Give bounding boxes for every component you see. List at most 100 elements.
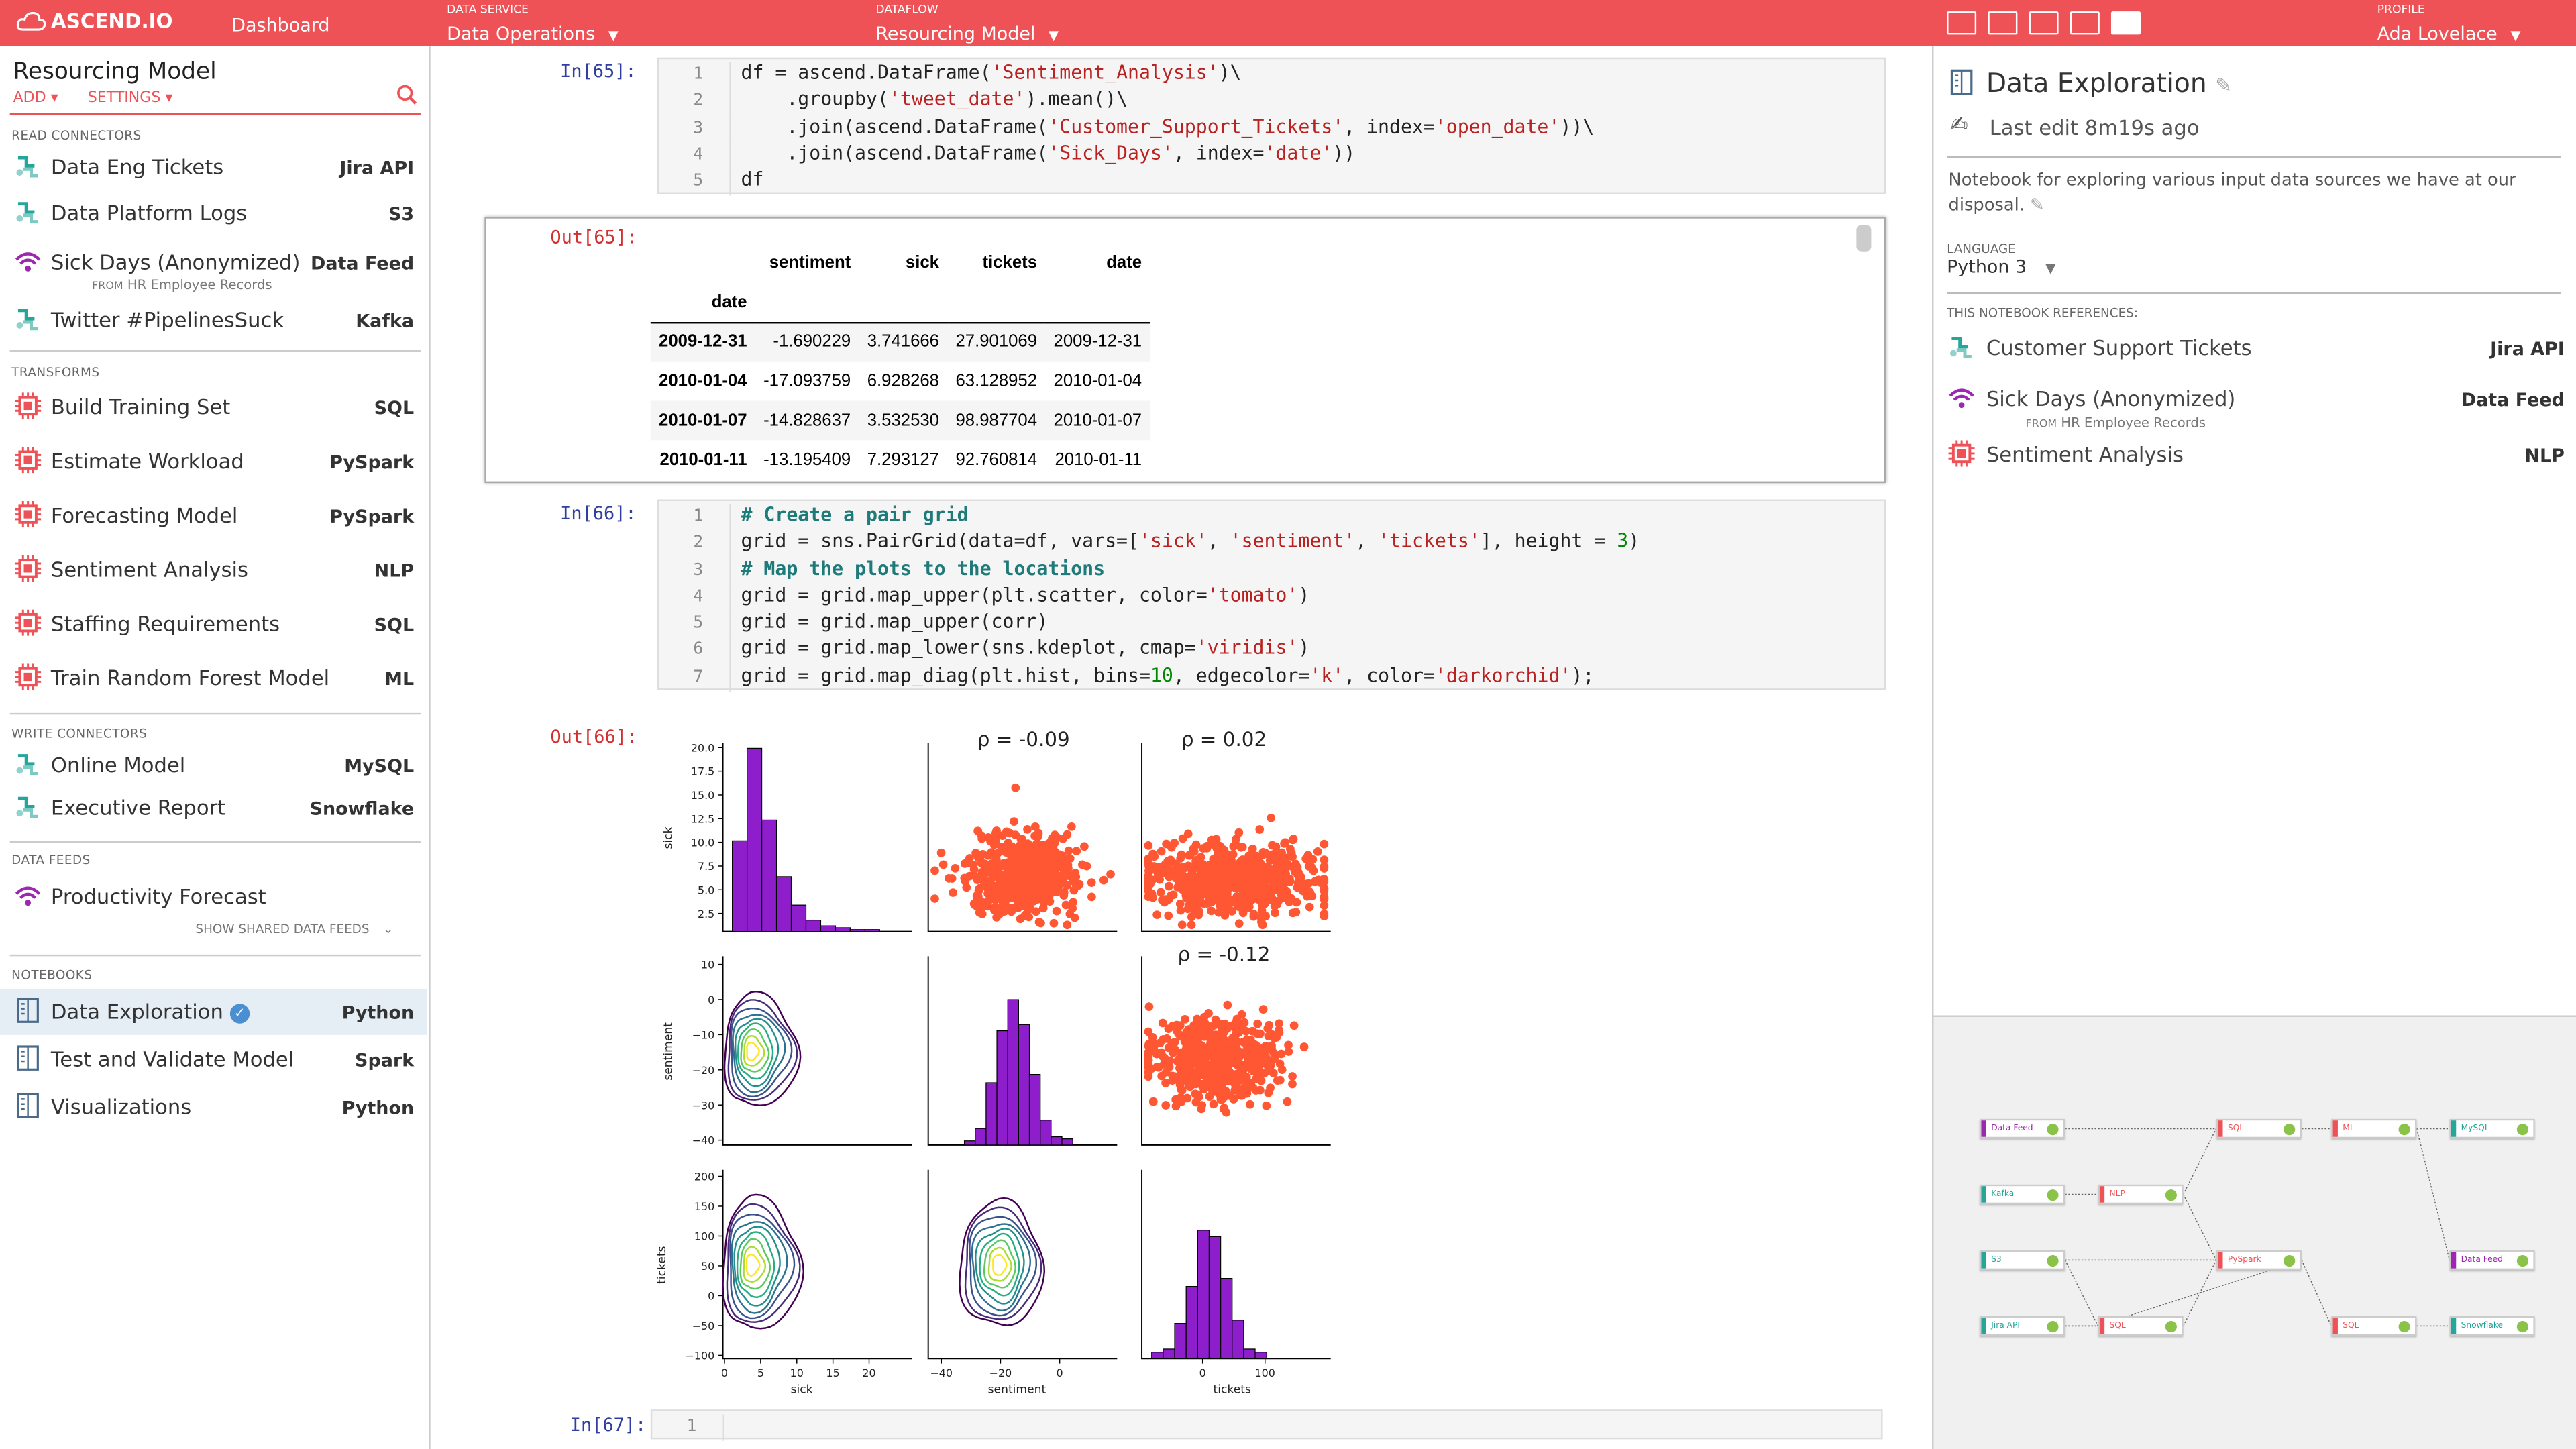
code-cell-65[interactable]: 1 df = ascend.DataFrame('Sentiment_Analys… — [657, 57, 1886, 197]
sidebar-item-data-platform-logs[interactable]: Data Platform Logs S3 — [0, 195, 427, 231]
minimap-node[interactable]: SQL — [2216, 1118, 2302, 1139]
sidebar-item-data-eng-tickets[interactable]: Data Eng Tickets Jira API — [0, 150, 427, 186]
scatter-point — [1072, 847, 1081, 855]
tick-label: 5.0 — [698, 883, 714, 896]
dashboard-link[interactable]: Dashboard — [231, 15, 330, 36]
scatter-point — [1170, 839, 1179, 847]
sidebar-item-executive-report[interactable]: Executive Report Snowflake — [0, 790, 427, 826]
notebook-title[interactable]: Data Exploration ✎ — [1986, 67, 2232, 99]
sidebar-item-sentiment-analysis[interactable]: Sentiment Analysis NLP — [0, 552, 427, 588]
grid-view-icon[interactable] — [2029, 11, 2059, 35]
histogram-bar — [1007, 999, 1019, 1146]
node-color-bar — [2451, 1120, 2457, 1137]
scatter-point — [1320, 855, 1329, 864]
scatter-point — [1144, 858, 1153, 867]
node-color-bar — [2099, 1186, 2105, 1203]
ref-name: Customer Support Tickets — [1986, 335, 2252, 360]
show-shared-feeds-toggle[interactable]: SHOW SHARED DATA FEEDS ⌄ — [195, 922, 393, 936]
status-dot-icon — [2284, 1124, 2296, 1136]
axes-frame — [722, 1169, 912, 1360]
kde-contour — [727, 999, 798, 1101]
ref-item-sentiment-analysis[interactable]: Sentiment Analysis NLP — [1933, 437, 2576, 473]
item-name: Executive Report — [50, 795, 226, 820]
list-view-icon[interactable] — [1947, 11, 1977, 35]
notebook-description[interactable]: Notebook for exploring various input dat… — [1949, 169, 2557, 218]
scatter-point — [1220, 895, 1230, 904]
minimap-node[interactable]: ML — [2331, 1118, 2417, 1139]
profile-menu[interactable]: PROFILE Ada Lovelace ▼ — [2377, 4, 2521, 45]
scatter-point — [1039, 897, 1048, 906]
notebook-view-icon[interactable] — [2110, 11, 2141, 35]
scatter-point — [1231, 1083, 1240, 1092]
scatter-point — [1011, 783, 1020, 792]
minimap-node[interactable]: SQL — [2098, 1316, 2184, 1336]
scatter-point — [1148, 1097, 1158, 1106]
language-select[interactable]: Python 3 ▼ — [1947, 256, 2055, 278]
item-name: Productivity Forecast — [50, 883, 266, 909]
node-color-bar — [2451, 1318, 2457, 1334]
ascend-logo[interactable]: ASCEND.IO — [16, 10, 173, 33]
profile-name: Ada Lovelace — [2377, 23, 2498, 45]
sidebar-item-productivity-forecast[interactable]: Productivity Forecast — [0, 879, 427, 915]
add-menu[interactable]: ADD ▾ — [13, 90, 58, 107]
dataflow-select[interactable]: DATAFLOW Resourcing Model ▼ — [875, 4, 1059, 44]
search-icon[interactable] — [396, 84, 417, 105]
ref-item-customer-support[interactable]: Customer Support Tickets Jira API — [1933, 330, 2576, 366]
scatter-point — [930, 866, 939, 875]
sidebar-item-forecasting-model[interactable]: Forecasting Model PySpark — [0, 498, 427, 534]
y-axis-label: sentiment — [662, 1022, 676, 1081]
sidebar-item-build-training-set[interactable]: Build Training Set SQL — [0, 389, 427, 425]
scatter-point — [1016, 914, 1025, 924]
sidebar-item-test-validate-model[interactable]: Test and Validate Model Spark — [0, 1042, 427, 1078]
minimap-node[interactable]: Jira API — [1980, 1316, 2065, 1336]
minimap-node[interactable]: PySpark — [2216, 1250, 2302, 1271]
scatter-point — [1209, 873, 1218, 883]
pencil-icon[interactable]: ✎ — [2030, 195, 2045, 215]
scatter-point — [1080, 842, 1089, 851]
from-source: HR Employee Records — [2061, 415, 2206, 431]
scrollbar-thumb[interactable] — [1856, 225, 1872, 252]
tick-label: 15.0 — [691, 789, 714, 802]
tick-label: −50 — [692, 1320, 715, 1332]
sidebar-item-sick-days[interactable]: Sick Days (Anonymized) Data Feed FROM HR E… — [0, 245, 427, 297]
code-cell-66[interactable]: 1 # Create a pair grid 2 grid = sns.PairGr… — [657, 499, 1886, 692]
sidebar-item-online-model[interactable]: Online Model MySQL — [0, 747, 427, 784]
minimap-node[interactable]: Snowflake — [2449, 1316, 2535, 1336]
x-axis-label: tickets — [1214, 1383, 1251, 1397]
scatter-point — [1283, 877, 1291, 886]
board-view-icon[interactable] — [1988, 11, 2018, 35]
index-header: date — [650, 282, 755, 323]
minimap-node[interactable]: S3 — [1980, 1250, 2065, 1271]
ref-item-sick-days[interactable]: Sick Days (Anonymized) Data Feed FROM HR E… — [1933, 381, 2576, 433]
tick-label: 10.0 — [691, 837, 714, 849]
node-color-bar — [1981, 1120, 1986, 1137]
code-cell-67[interactable]: 1 — [650, 1409, 1883, 1442]
minimap-node[interactable]: MySQL — [2449, 1118, 2535, 1139]
pencil-icon[interactable]: ✎ — [2215, 74, 2232, 97]
data-service-select[interactable]: DATA SERVICE Data Operations ▼ — [447, 4, 619, 44]
settings-menu[interactable]: SETTINGS ▾ — [87, 90, 173, 107]
sidebar-item-data-exploration[interactable]: Data Exploration ✓ Python — [0, 989, 427, 1035]
status-dot-icon — [2516, 1255, 2529, 1267]
scatter-point — [1299, 1042, 1309, 1051]
sidebar-item-estimate-workload[interactable]: Estimate Workload PySpark — [0, 443, 427, 480]
scatter-point — [971, 900, 979, 910]
sidebar-item-twitter[interactable]: Twitter #PipelinesSuck Kafka — [0, 303, 427, 339]
flow-view-icon[interactable] — [2070, 11, 2100, 35]
minimap-node[interactable]: Data Feed — [2449, 1250, 2535, 1271]
sidebar-item-staffing-requirements[interactable]: Staffing Requirements SQL — [0, 606, 427, 643]
scatter-point — [1171, 1045, 1180, 1055]
minimap-node[interactable]: SQL — [2331, 1316, 2417, 1336]
minimap-node[interactable]: NLP — [2098, 1184, 2184, 1205]
dataflow-minimap[interactable]: Data Feed Kafka S3 Jira API NLP SQL SQL PySpark… — [1932, 1015, 2576, 1449]
minimap-node[interactable]: Data Feed — [1980, 1118, 2065, 1139]
minimap-node[interactable]: Kafka — [1980, 1184, 2065, 1205]
output-cell-65[interactable]: sentiment sick tickets date date 2009-12-31… — [484, 217, 1886, 484]
y-axis-label: tickets — [655, 1246, 669, 1283]
sidebar-item-visualizations[interactable]: Visualizations Python — [0, 1089, 427, 1126]
divider — [9, 954, 421, 957]
scatter-point — [1178, 834, 1187, 843]
item-type: NLP — [374, 560, 415, 582]
status-dot-icon — [2165, 1320, 2177, 1333]
sidebar-item-train-random-forest[interactable]: Train Random Forest Model ML — [0, 660, 427, 696]
